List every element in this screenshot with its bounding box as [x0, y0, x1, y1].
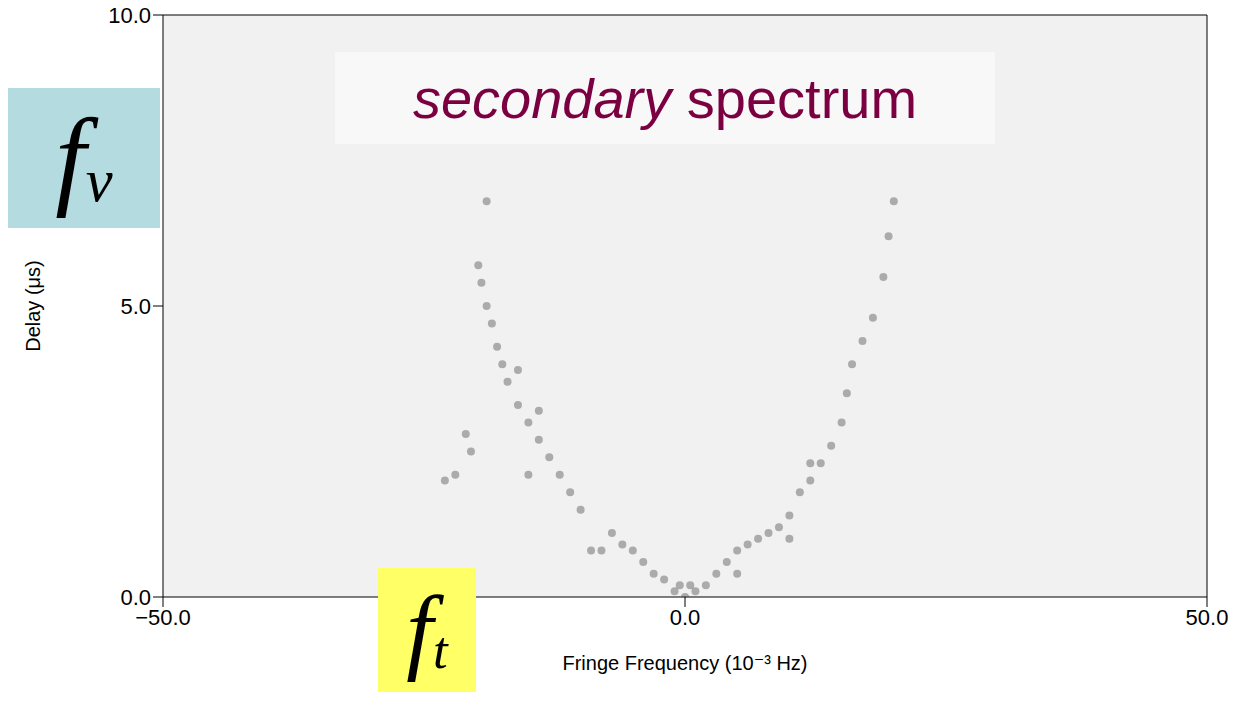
svg-text:10.0: 10.0 — [108, 3, 151, 28]
svg-text:−50.0: −50.0 — [135, 604, 191, 630]
html-text:ft: ft — [406, 576, 448, 683]
svg-text:5.0: 5.0 — [120, 294, 151, 319]
svg-text:Fringe Frequency (10⁻³ Hz): Fringe Frequency (10⁻³ Hz) — [562, 652, 807, 674]
svg-text:0.0: 0.0 — [670, 605, 701, 630]
html-text:secondary spectrum: secondary spectrum — [412, 66, 918, 130]
html-text:fν: fν — [55, 97, 113, 219]
svg-text:Delay (μs): Delay (μs) — [22, 260, 44, 352]
svg-text:0.0: 0.0 — [120, 585, 151, 610]
svg-text:50.0: 50.0 — [1186, 605, 1229, 630]
